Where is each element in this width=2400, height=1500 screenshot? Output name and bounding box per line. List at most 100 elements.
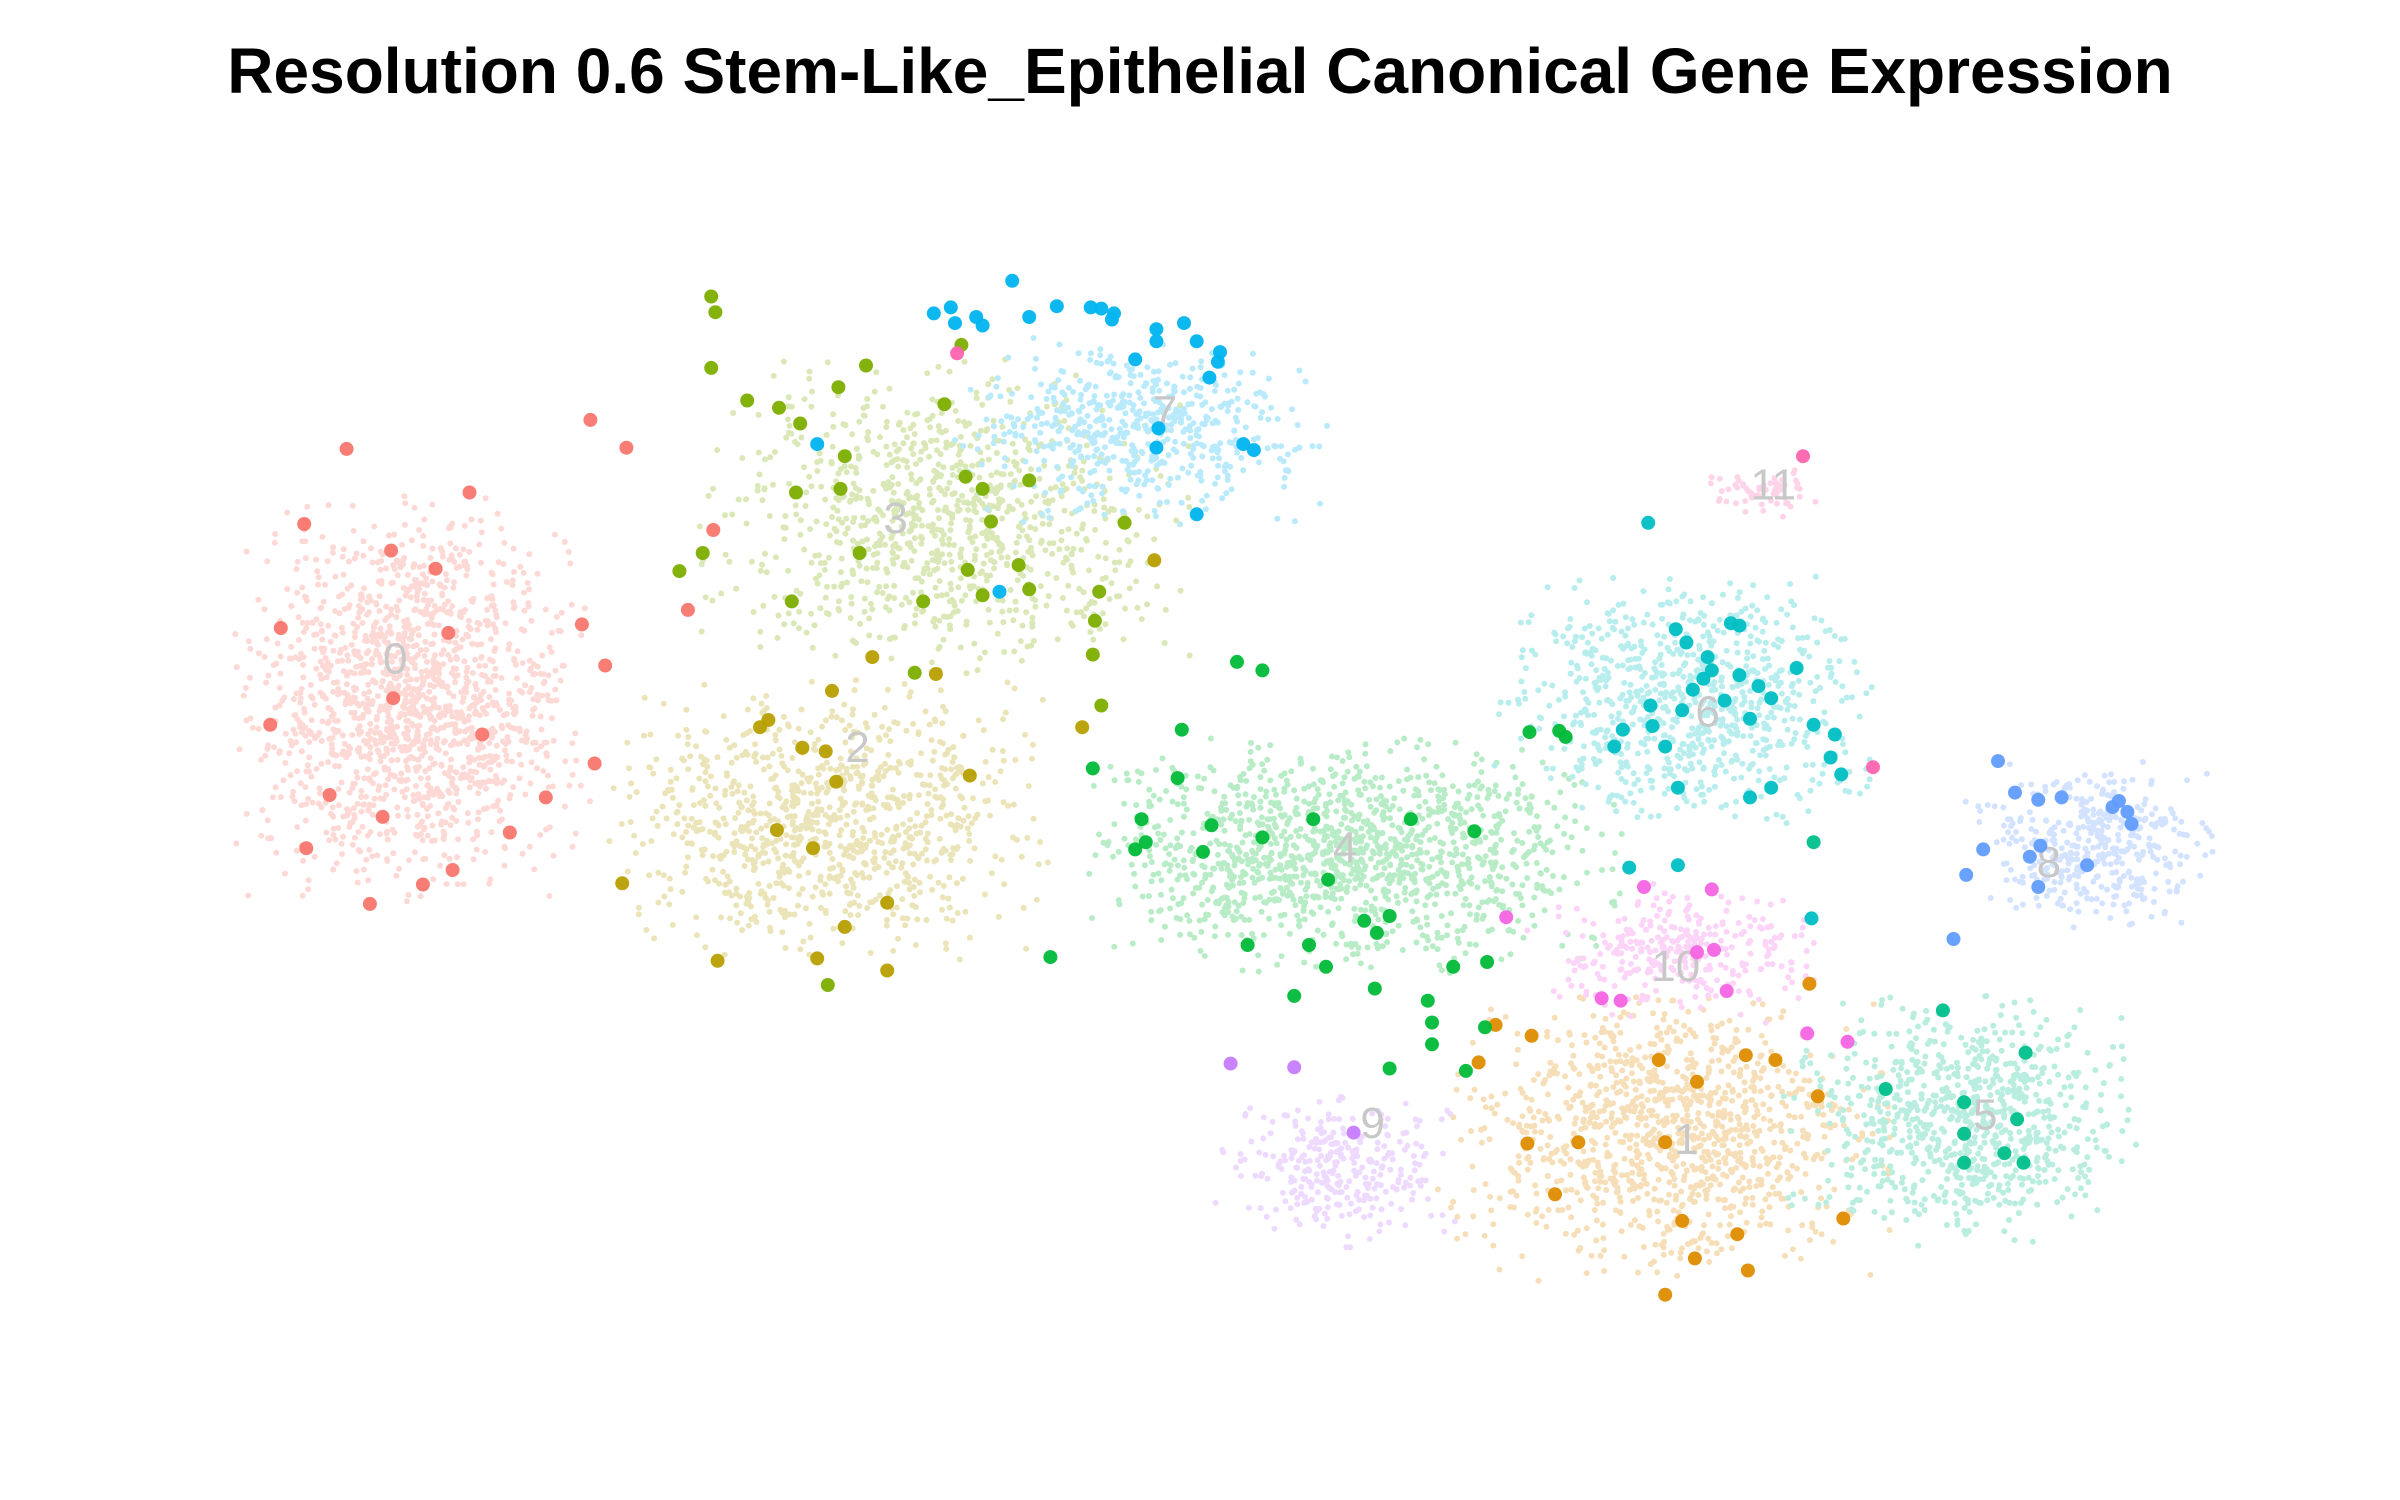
cluster-1-background-point [1750, 1162, 1757, 1169]
cluster-1-background-point [1867, 1271, 1874, 1278]
cluster-0-background-point [412, 606, 419, 613]
cluster-2-background-point [635, 911, 642, 918]
cluster-0-background-point [300, 661, 307, 668]
cluster-1-background-point [1749, 1195, 1756, 1201]
cluster-0-background-point [492, 687, 499, 693]
cluster-0-background-point [326, 735, 333, 742]
cluster-0-background-point [332, 608, 338, 614]
cluster-0-background-point [430, 622, 437, 628]
cluster-3-background-point [1070, 545, 1077, 552]
cluster-4-background-point [1455, 788, 1462, 795]
cluster-3-background-point [829, 443, 836, 450]
cluster-0-background-point [308, 773, 315, 780]
cluster-3-background-point [1007, 471, 1014, 478]
cluster-1-background-point [1704, 1175, 1711, 1182]
cluster-1-background-point [1742, 1104, 1749, 1111]
cluster-1-background-point [1601, 1028, 1608, 1035]
cluster-0-background-point [581, 605, 588, 612]
cluster-2-background-point [702, 728, 708, 735]
cluster-2-background-point [753, 829, 760, 836]
cluster-1-background-point [1568, 1042, 1575, 1049]
cluster-2-background-point [843, 821, 850, 828]
cluster-2-background-point [894, 796, 901, 803]
cluster-2-background-point [704, 783, 711, 790]
cluster-0-background-point [338, 840, 345, 847]
cluster-0-background-point [548, 715, 555, 722]
background-points-layer [232, 335, 2216, 1284]
cluster-0-background-point [411, 561, 418, 568]
cluster-3-background-point [971, 552, 978, 559]
cluster-0-background-point [530, 696, 537, 703]
cluster-0-background-point [366, 688, 373, 695]
cluster-3-background-point [949, 566, 956, 573]
cluster-1-background-point [1711, 1130, 1718, 1137]
cluster-0-background-point [566, 782, 573, 789]
cluster-3-background-point [980, 560, 987, 567]
cluster-3-background-point [919, 522, 925, 529]
cluster-0-background-point [483, 710, 490, 717]
cluster-1-background-point [1759, 1208, 1766, 1215]
cluster-2-background-point [750, 695, 757, 702]
cluster-0-background-point [454, 881, 461, 888]
cluster-2-background-point [766, 908, 773, 915]
cluster-0-background-point [364, 695, 371, 702]
cluster-2-background-point [814, 785, 820, 792]
cluster-1-background-point [1664, 1063, 1670, 1070]
cluster-0-background-point [431, 717, 438, 724]
cluster-2-background-point [1037, 839, 1044, 845]
cluster-1-background-point [1794, 1140, 1801, 1147]
cluster-4-background-point [1167, 817, 1174, 823]
cluster-2-background-point [760, 754, 766, 761]
cluster-0-background-point [501, 747, 508, 754]
cluster-0-background-point [427, 682, 434, 688]
cluster-3-background-point [880, 403, 886, 410]
cluster-1-background-point [1530, 1114, 1537, 1121]
cluster-0-background-point [393, 614, 400, 620]
cluster-3-background-point [940, 541, 947, 547]
cluster-0-background-point [357, 655, 364, 661]
cluster-3-background-point [911, 548, 918, 555]
cluster-3-background-point [843, 469, 850, 476]
cluster-1-background-point [1789, 1162, 1796, 1169]
cluster-4-background-point [1271, 821, 1278, 828]
cluster-0-background-point [414, 589, 421, 596]
cluster-3-background-point [835, 598, 842, 605]
cluster-3-background-point [935, 423, 942, 430]
cluster-2-background-point [819, 889, 825, 896]
cluster-2-background-point [776, 746, 783, 753]
cluster-1-background-point [1504, 1116, 1511, 1123]
cluster-1-background-point [1519, 1113, 1526, 1120]
cluster-2-background-point [843, 845, 850, 852]
cluster-0-background-point [388, 717, 395, 724]
cluster-2-background-point [966, 837, 973, 844]
cluster-0-background-point [461, 558, 468, 565]
cluster-0-background-point [403, 735, 410, 742]
cluster-0-background-point [511, 603, 518, 610]
cluster-3-background-point [977, 570, 984, 577]
cluster-0-background-point [520, 569, 527, 576]
cluster-1-background-point [1454, 1235, 1461, 1242]
cluster-0-background-point [456, 563, 463, 570]
cluster-1-background-point [1481, 1125, 1488, 1131]
cluster-2-background-point [894, 883, 900, 890]
cluster-3-background-point [967, 585, 974, 592]
cluster-3-background-point [1000, 619, 1007, 626]
cluster-0-background-point [350, 620, 357, 627]
cluster-0-background-point [377, 625, 384, 632]
cluster-0-background-point [521, 627, 528, 634]
cluster-2-background-point [923, 813, 930, 820]
cluster-2-background-point [914, 916, 921, 923]
cluster-2-background-point [807, 934, 814, 941]
cluster-3-background-point [860, 514, 867, 521]
cluster-2-background-point [606, 838, 613, 845]
cluster-3-background-point [985, 456, 992, 463]
cluster-0-background-point [361, 737, 368, 744]
cluster-4-background-point [1212, 923, 1219, 930]
cluster-0-background-point [452, 725, 459, 732]
cluster-1-background-point [1633, 1141, 1640, 1148]
cluster-0-background-point [443, 684, 450, 691]
cluster-2-background-point [847, 912, 854, 919]
cluster-2-background-point [693, 914, 700, 921]
cluster-1-background-point [1601, 1044, 1608, 1051]
cluster-1-background-point [1701, 1136, 1708, 1143]
